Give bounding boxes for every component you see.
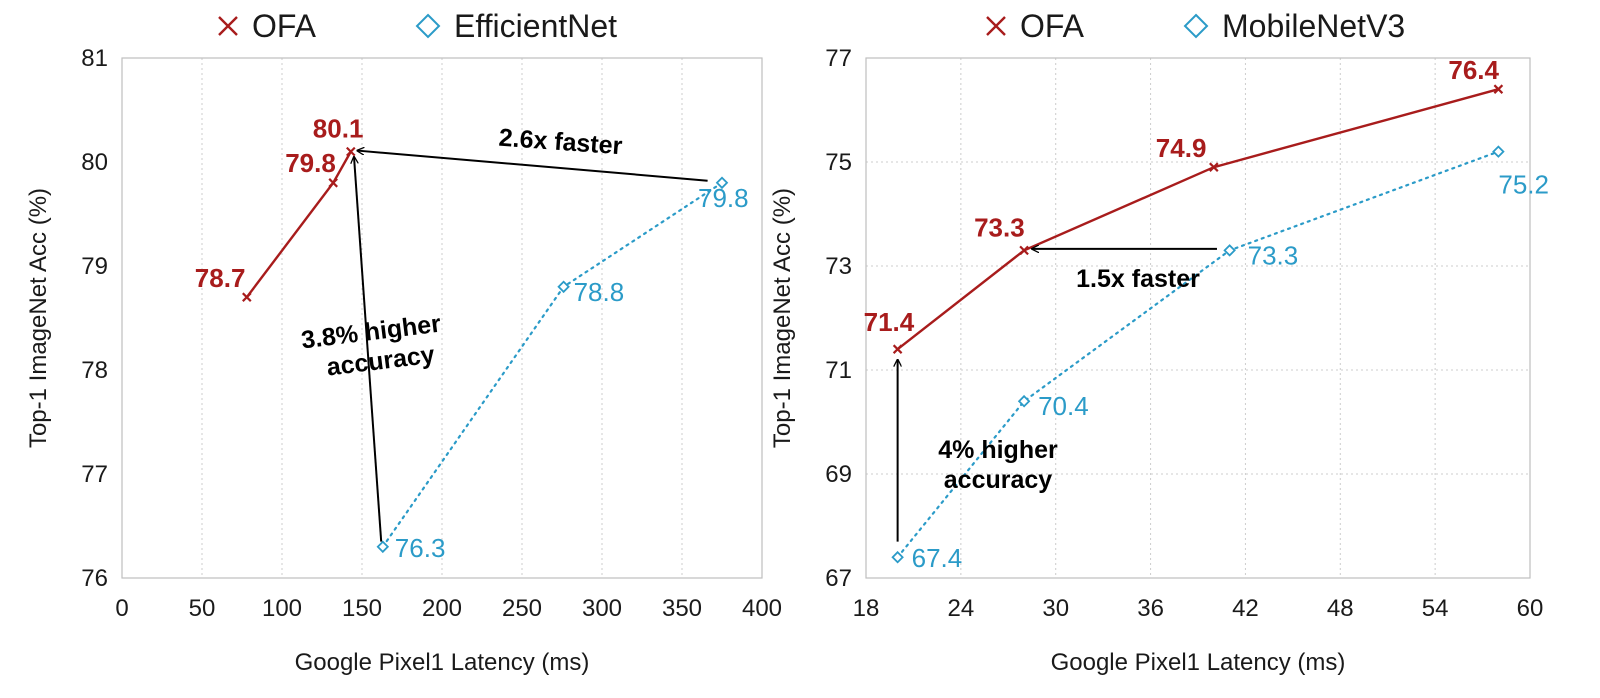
legend-marker-diamond-icon <box>1183 13 1209 39</box>
data-label: 71.4 <box>864 307 915 337</box>
y-axis-label: Top-1 ImageNet Acc (%) <box>769 188 796 448</box>
legend-label: OFA <box>1020 8 1085 44</box>
data-label: 70.4 <box>1038 391 1089 421</box>
annotation-arrow <box>354 157 383 542</box>
y-tick-label: 69 <box>825 461 852 488</box>
data-label: 73.3 <box>974 212 1025 242</box>
x-tick-label: 36 <box>1137 595 1164 622</box>
x-tick-label: 30 <box>1042 595 1069 622</box>
y-tick-label: 73 <box>825 253 852 280</box>
y-tick-label: 67 <box>825 565 852 592</box>
right-chart: 18 24 30 36 42 48 54 60 67 69 71 73 75 77 Google Pixel… <box>769 8 1549 676</box>
legend-label: EfficientNet <box>454 8 617 44</box>
x-axis-label: Google Pixel1 Latency (ms) <box>1051 649 1346 676</box>
annotation-text: 1.5x faster <box>1076 265 1200 293</box>
x-tick-label: 60 <box>1517 595 1544 622</box>
data-point-baseline <box>376 540 390 554</box>
x-tick-label: 400 <box>742 595 782 622</box>
legend-marker-x-icon <box>218 16 238 36</box>
x-axis-label: Google Pixel1 Latency (ms) <box>295 649 590 676</box>
data-label: 67.4 <box>912 543 963 573</box>
data-point-ofa <box>1019 245 1029 256</box>
y-tick-label: 79 <box>81 253 108 280</box>
data-point-baseline <box>891 550 904 564</box>
x-tick-label: 50 <box>189 595 216 622</box>
data-label: 73.3 <box>1248 240 1299 270</box>
y-tick-label: 81 <box>81 45 108 72</box>
series-line-ofa <box>896 88 1499 351</box>
annotation-line: 2.6x faster <box>498 124 624 161</box>
x-tick-label: 350 <box>662 595 702 622</box>
y-tick-label: 71 <box>825 357 852 384</box>
data-point-ofa <box>1209 162 1219 172</box>
y-tick-label: 76 <box>81 565 108 592</box>
data-point-ofa <box>346 146 356 157</box>
plot-frame <box>865 57 1531 579</box>
x-tick-label: 150 <box>342 595 382 622</box>
annotation-arrow <box>357 151 708 182</box>
data-point-ofa <box>242 292 252 302</box>
legend-marker-diamond-icon <box>415 13 441 39</box>
plot-frame <box>121 57 763 579</box>
annotation-line: 4% higher <box>938 436 1058 464</box>
y-tick-label: 77 <box>825 45 852 72</box>
data-point-baseline <box>715 176 729 190</box>
annotation-text: 2.6x faster <box>498 124 624 161</box>
data-label: 76.3 <box>395 533 446 563</box>
legend: OFA MobileNetV3 <box>986 8 1405 44</box>
x-tick-label: 250 <box>502 595 542 622</box>
left-chart: 0 50 100 150 200 250 300 350 400 76 77 78 79 80 81 Goog… <box>25 8 782 676</box>
data-point-baseline <box>1223 244 1236 257</box>
x-tick-label: 48 <box>1327 595 1354 622</box>
annotation-line: accuracy <box>944 466 1053 494</box>
data-point-baseline <box>1492 145 1505 158</box>
data-label: 79.8 <box>698 183 749 213</box>
x-tick-label: 200 <box>422 595 462 622</box>
x-tick-label: 24 <box>948 595 975 622</box>
data-label: 74.9 <box>1156 133 1207 163</box>
x-tick-label: 0 <box>115 595 128 622</box>
annotation-text: 3.8% higheraccuracy <box>300 310 447 385</box>
legend-label: MobileNetV3 <box>1222 8 1405 44</box>
legend-marker-x-icon <box>986 16 1006 36</box>
y-tick-label: 78 <box>81 357 108 384</box>
y-axis-label: Top-1 ImageNet Acc (%) <box>25 188 52 448</box>
data-label: 76.4 <box>1448 55 1499 85</box>
legend: OFA EfficientNet <box>218 8 617 44</box>
data-label: 79.8 <box>285 148 336 178</box>
data-label: 80.1 <box>313 114 364 144</box>
x-tick-label: 54 <box>1422 595 1449 622</box>
y-tick-label: 80 <box>81 149 108 176</box>
y-tick-label: 75 <box>825 149 852 176</box>
annotation-text: 4% higher accuracy <box>938 436 1058 494</box>
data-point-ofa <box>892 344 903 354</box>
x-tick-label: 18 <box>853 595 880 622</box>
x-tick-label: 42 <box>1232 595 1259 622</box>
annotation-line: 1.5x faster <box>1076 265 1200 293</box>
data-label: 78.8 <box>574 277 625 307</box>
x-tick-label: 100 <box>262 595 302 622</box>
data-point-baseline <box>557 280 570 294</box>
data-label: 78.7 <box>195 263 246 293</box>
x-tick-label: 300 <box>582 595 622 622</box>
data-point-ofa <box>328 178 338 188</box>
data-label: 75.2 <box>1498 170 1549 200</box>
legend-label: OFA <box>252 8 317 44</box>
data-point-baseline <box>1017 394 1031 408</box>
series-line-baseline <box>896 150 1500 559</box>
y-tick-label: 77 <box>81 461 108 488</box>
data-point-ofa <box>1493 84 1504 94</box>
